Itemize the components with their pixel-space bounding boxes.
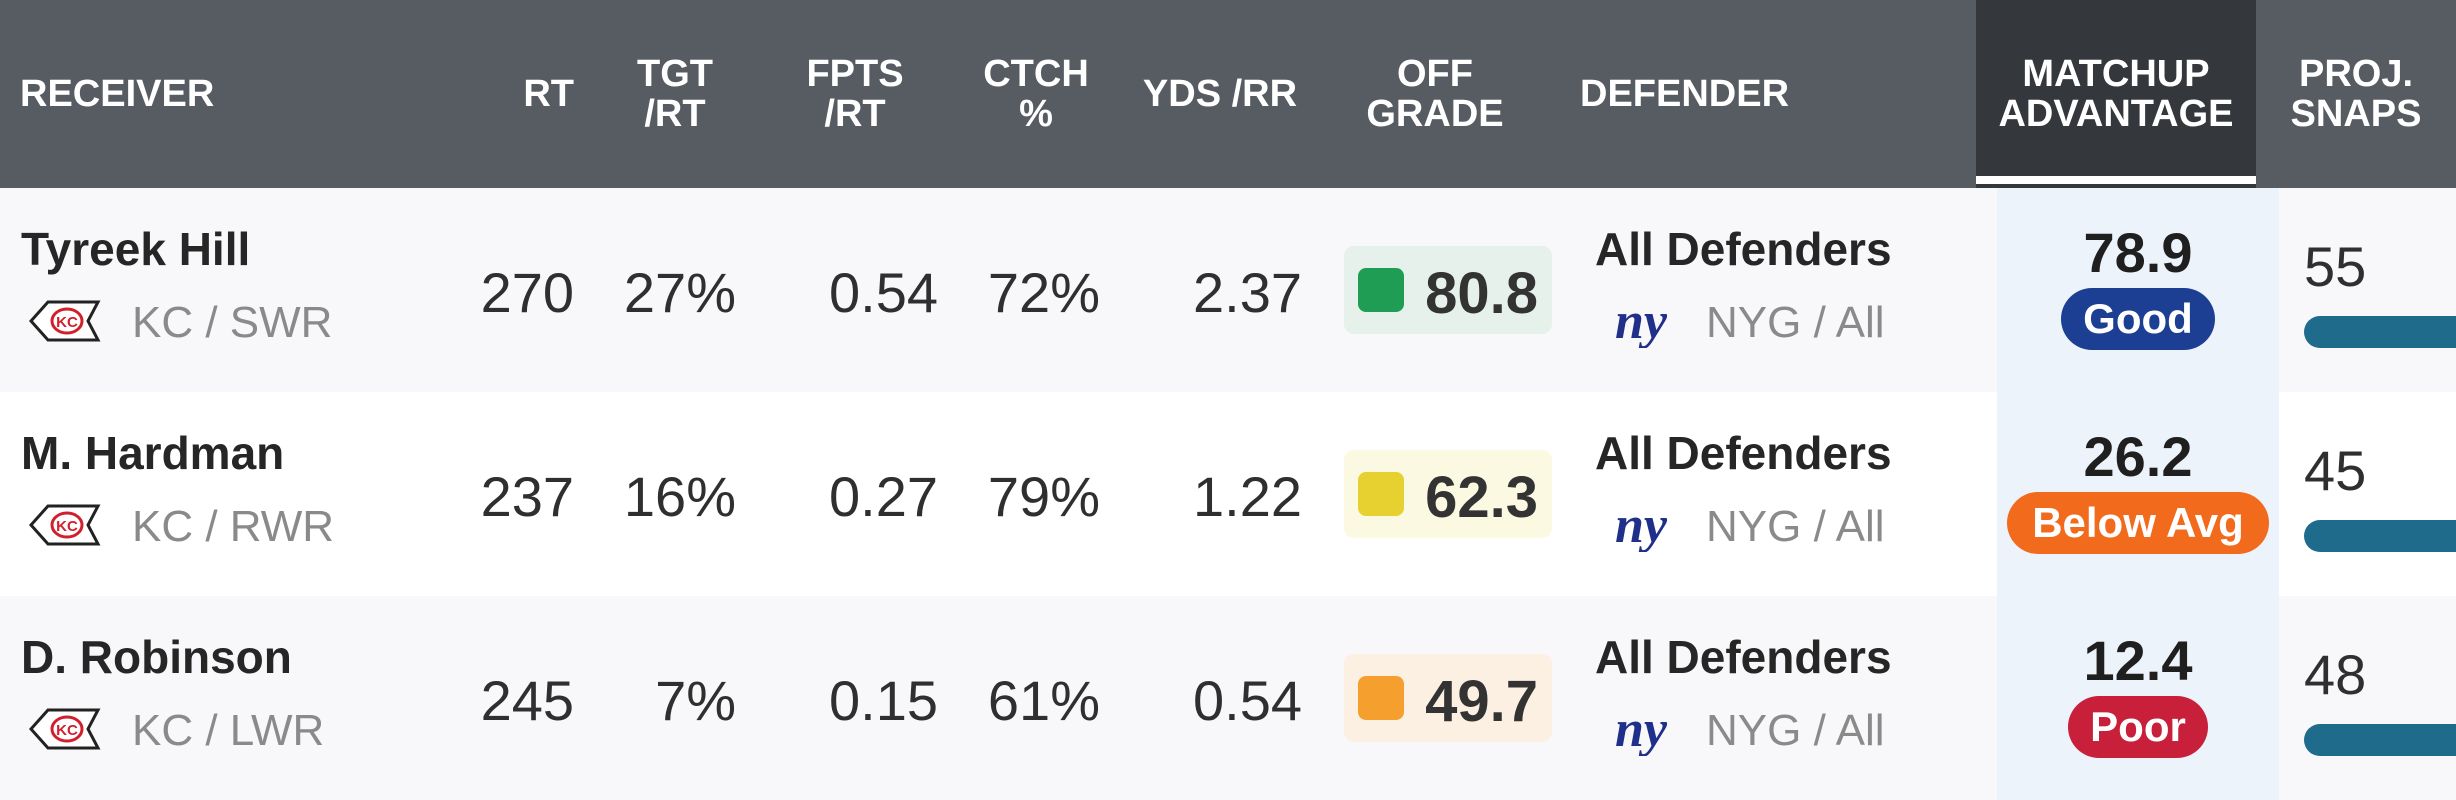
chiefs-arrowhead-icon: KC xyxy=(28,708,101,750)
table-row-content: D. Robinson KC KC / LWR 245 7% 0.15 61% … xyxy=(0,596,2456,800)
matchup-advantage-value: 26.2 xyxy=(2083,425,2193,488)
tgt-rt-value: 7% xyxy=(655,669,736,732)
column-header-tgt-rt-label: TGT /RT xyxy=(637,53,713,135)
proj-snaps-value: 48 xyxy=(2304,643,2367,706)
defender-name[interactable]: All Defenders xyxy=(1595,223,1892,275)
ctch-value: 72% xyxy=(987,261,1100,324)
table-row-content: M. Hardman KC KC / RWR 237 16% 0.27 79% … xyxy=(0,392,2456,596)
grade-color-swatch xyxy=(1358,472,1404,516)
matchup-advantage-badge: Poor xyxy=(2068,696,2208,758)
yds-rr-value: 2.37 xyxy=(1193,261,1302,324)
giants-ny-icon: ny xyxy=(1615,294,1668,348)
chiefs-arrowhead-icon: KC xyxy=(28,300,101,342)
column-header-ctch-label: CTCH % xyxy=(983,53,1089,135)
off-grade-box: 80.8 xyxy=(1344,246,1552,334)
grade-color-swatch xyxy=(1358,268,1404,312)
svg-text:KC: KC xyxy=(56,722,78,739)
column-header-defender[interactable]: DEFENDER xyxy=(1580,0,1900,188)
matchup-advantage-value: 78.9 xyxy=(2083,221,2193,284)
defender-team: NYG / All xyxy=(1706,706,1885,755)
fpts-rt-value: 0.54 xyxy=(829,261,938,324)
svg-text:ny: ny xyxy=(1615,294,1668,348)
table-header: RECEIVER RT TGT /RT FPTS /RT CTCH % YDS … xyxy=(0,0,2456,188)
svg-text:ny: ny xyxy=(1615,498,1668,552)
receiver-team-position: KC / LWR xyxy=(132,706,325,755)
receiver-name[interactable]: D. Robinson xyxy=(21,631,292,683)
proj-snaps-bar xyxy=(2304,520,2456,552)
column-header-fpts-rt[interactable]: FPTS /RT xyxy=(790,0,920,188)
matchup-advantage-value: 12.4 xyxy=(2083,629,2193,692)
defender-name[interactable]: All Defenders xyxy=(1595,427,1892,479)
off-grade-box: 49.7 xyxy=(1344,654,1552,742)
receiver-name[interactable]: Tyreek Hill xyxy=(21,223,251,275)
receiver-name[interactable]: M. Hardman xyxy=(21,427,285,479)
ctch-value: 61% xyxy=(987,669,1100,732)
column-header-rt[interactable]: RT xyxy=(470,0,574,188)
column-header-matchup-advantage[interactable]: MATCHUP ADVANTAGE xyxy=(1976,0,2256,188)
column-header-tgt-rt[interactable]: TGT /RT xyxy=(610,0,740,188)
column-header-yds-rr-label: YDS /RR xyxy=(1142,73,1298,115)
svg-text:ny: ny xyxy=(1615,702,1668,756)
defender-team: NYG / All xyxy=(1706,298,1885,347)
proj-snaps-bar xyxy=(2304,724,2456,756)
defender-team: NYG / All xyxy=(1706,502,1885,551)
column-header-receiver-label: RECEIVER xyxy=(20,73,215,115)
rt-value: 237 xyxy=(480,465,574,528)
column-header-matchup-label: MATCHUP ADVANTAGE xyxy=(1998,53,2234,135)
column-header-rt-label: RT xyxy=(523,73,574,115)
rt-value: 245 xyxy=(480,669,574,732)
proj-snaps-value: 55 xyxy=(2304,235,2367,298)
chiefs-arrowhead-icon: KC xyxy=(28,504,101,546)
table-row-content: Tyreek Hill KC KC / SWR 270 27% 0.54 72%… xyxy=(0,188,2456,392)
column-header-defender-label: DEFENDER xyxy=(1580,73,1790,115)
yds-rr-value: 1.22 xyxy=(1193,465,1302,528)
off-grade-box: 62.3 xyxy=(1344,450,1552,538)
column-header-receiver[interactable]: RECEIVER xyxy=(20,0,320,188)
matchup-advantage-badge: Below Avg xyxy=(2007,492,2269,554)
matchup-advantage-badge: Good xyxy=(2061,288,2215,350)
defender-name[interactable]: All Defenders xyxy=(1595,631,1892,683)
giants-ny-icon: ny xyxy=(1615,498,1668,552)
column-header-yds-rr[interactable]: YDS /RR xyxy=(1130,0,1310,188)
sorted-column-indicator xyxy=(1976,176,2256,184)
rt-value: 270 xyxy=(480,261,574,324)
svg-text:KC: KC xyxy=(56,518,78,535)
giants-ny-icon: ny xyxy=(1615,702,1668,756)
column-header-proj-snaps-label: PROJ. SNAPS xyxy=(2290,53,2422,135)
off-grade-value: 62.3 xyxy=(1425,465,1538,530)
off-grade-value: 80.8 xyxy=(1425,261,1538,326)
tgt-rt-value: 27% xyxy=(623,261,736,324)
receiver-team-position: KC / RWR xyxy=(132,502,335,551)
yds-rr-value: 0.54 xyxy=(1193,669,1302,732)
column-header-ctch[interactable]: CTCH % xyxy=(966,0,1106,188)
receiver-team-position: KC / SWR xyxy=(132,298,333,347)
proj-snaps-bar xyxy=(2304,316,2456,348)
column-header-off-grade[interactable]: OFF GRADE xyxy=(1350,0,1520,188)
column-header-fpts-rt-label: FPTS /RT xyxy=(806,53,904,135)
fpts-rt-value: 0.27 xyxy=(829,465,938,528)
ctch-value: 79% xyxy=(987,465,1100,528)
svg-text:KC: KC xyxy=(56,314,78,331)
off-grade-value: 49.7 xyxy=(1425,669,1538,734)
grade-color-swatch xyxy=(1358,676,1404,720)
fpts-rt-value: 0.15 xyxy=(829,669,938,732)
proj-snaps-value: 45 xyxy=(2304,439,2367,502)
column-header-off-grade-label: OFF GRADE xyxy=(1366,53,1504,135)
tgt-rt-value: 16% xyxy=(623,465,736,528)
column-header-proj-snaps[interactable]: PROJ. SNAPS xyxy=(2270,0,2442,188)
